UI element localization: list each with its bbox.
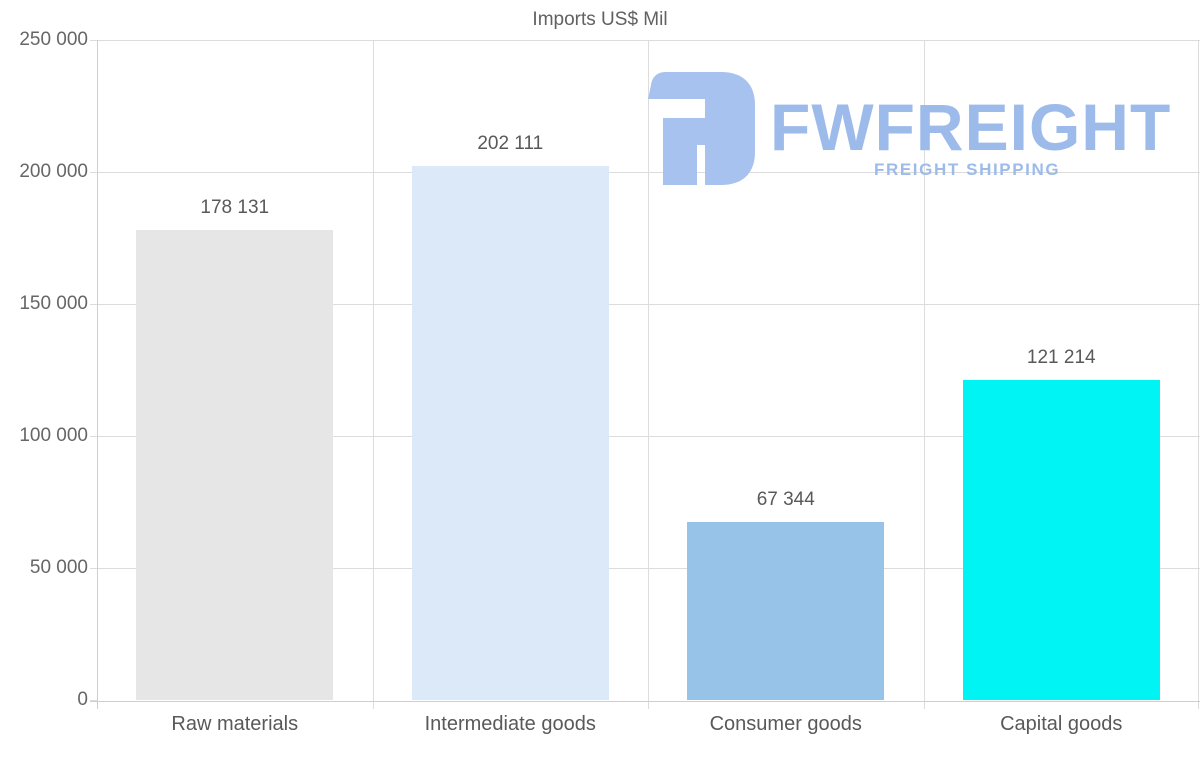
v-gridline <box>923 40 925 709</box>
watermark-tagline-text: FREIGHT SHIPPING <box>874 160 1061 179</box>
y-axis-tick <box>90 700 97 701</box>
y-axis-label: 0 <box>77 689 88 710</box>
bar-value-label: 67 344 <box>756 489 815 511</box>
bar-value-label: 121 214 <box>1026 346 1096 368</box>
v-gridline <box>1198 40 1199 709</box>
bar-value-label: 178 131 <box>200 196 270 218</box>
bar <box>687 522 885 700</box>
y-axis-label: 100 000 <box>19 425 88 446</box>
y-axis-label: 50 000 <box>29 557 88 578</box>
v-gridline <box>648 40 649 709</box>
bar-value-label: 202 111 <box>477 133 544 155</box>
x-axis-label: Consumer goods <box>709 713 862 735</box>
y-axis-label: 250 000 <box>19 29 88 50</box>
y-axis-tick <box>90 436 97 437</box>
fwfreight-logo-icon <box>648 72 755 185</box>
y-axis-line <box>97 40 98 709</box>
x-axis-label: Capital goods <box>1000 713 1123 735</box>
x-axis-line <box>90 701 1200 702</box>
bar <box>411 166 609 700</box>
watermark-brand-text: FWFREIGHT <box>770 90 1172 164</box>
x-axis-label: Intermediate goods <box>424 713 596 735</box>
y-axis-label: 200 000 <box>19 161 88 182</box>
bar <box>962 379 1160 700</box>
y-axis-tick <box>90 172 97 173</box>
chart-title: Imports US$ Mil <box>532 9 668 30</box>
y-axis-label: 150 000 <box>19 293 88 314</box>
y-axis-tick <box>90 304 97 305</box>
bar <box>136 229 334 700</box>
v-gridline <box>372 40 374 709</box>
y-axis-tick <box>90 568 97 569</box>
y-axis-tick <box>90 40 97 41</box>
x-axis-label: Raw materials <box>171 713 299 735</box>
